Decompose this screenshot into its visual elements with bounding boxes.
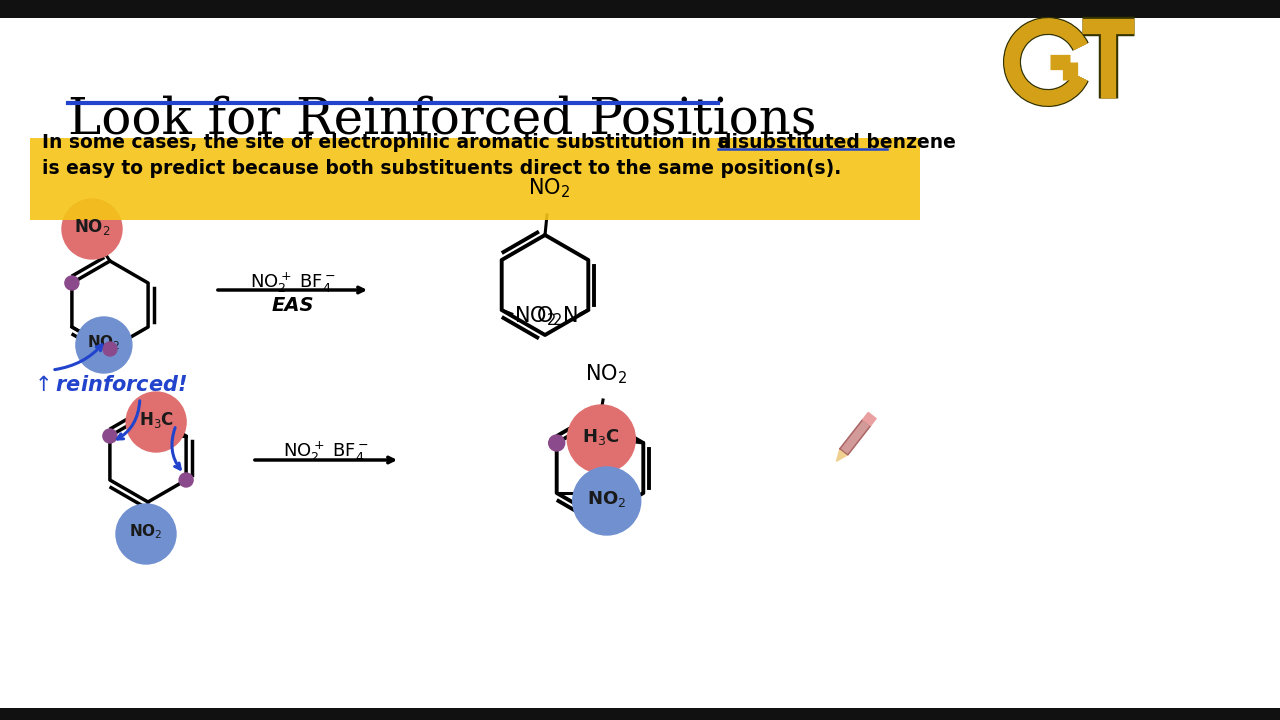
Circle shape: [102, 342, 116, 356]
Circle shape: [549, 435, 564, 451]
Text: Look for Reinforced Positions: Look for Reinforced Positions: [68, 95, 817, 145]
Text: NO$_2$: NO$_2$: [513, 304, 556, 328]
Text: H$_3$C: H$_3$C: [138, 410, 174, 430]
Polygon shape: [836, 449, 847, 462]
Text: NO$_2$: NO$_2$: [129, 523, 163, 541]
Polygon shape: [863, 413, 876, 426]
Text: O$_2$N: O$_2$N: [536, 304, 579, 328]
Text: NO$_2$: NO$_2$: [87, 333, 120, 352]
Text: H$_3$C: H$_3$C: [582, 427, 621, 447]
Text: NO$_2$: NO$_2$: [74, 217, 110, 237]
Circle shape: [76, 317, 132, 373]
Text: NO$_2$: NO$_2$: [527, 176, 570, 200]
Circle shape: [65, 276, 79, 290]
Text: EAS: EAS: [271, 296, 315, 315]
FancyBboxPatch shape: [0, 708, 1280, 720]
Circle shape: [102, 429, 116, 443]
Text: is easy to predict because both substituents direct to the same position(s).: is easy to predict because both substitu…: [42, 159, 841, 178]
Text: NO$_2$: NO$_2$: [585, 362, 627, 386]
Circle shape: [127, 392, 186, 452]
Circle shape: [179, 473, 193, 487]
Text: In some cases, the site of electrophilic aromatic substitution in a: In some cases, the site of electrophilic…: [42, 133, 736, 152]
FancyBboxPatch shape: [29, 138, 920, 220]
Circle shape: [116, 504, 177, 564]
Text: NO$_2^+$ BF$_4^-$: NO$_2^+$ BF$_4^-$: [250, 271, 337, 295]
Polygon shape: [840, 420, 870, 455]
Text: $\uparrow$reinforced!: $\uparrow$reinforced!: [29, 375, 187, 395]
Text: NO$_2$: NO$_2$: [588, 489, 626, 509]
Circle shape: [61, 199, 122, 259]
Text: disubstituted benzene: disubstituted benzene: [718, 133, 956, 152]
FancyBboxPatch shape: [0, 0, 1280, 18]
Circle shape: [572, 467, 641, 535]
Text: NO$_2^+$ BF$_4^-$: NO$_2^+$ BF$_4^-$: [283, 440, 369, 464]
Circle shape: [567, 405, 635, 473]
